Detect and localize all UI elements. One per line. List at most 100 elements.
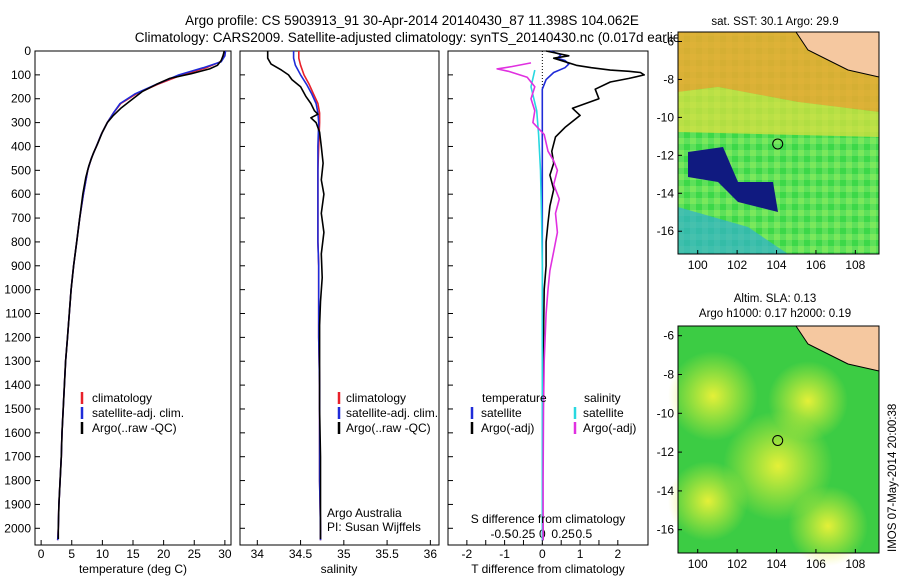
sla-high-region xyxy=(668,351,758,441)
legend-label-temp-satellite: satellite xyxy=(481,406,522,420)
depth-tick-label: 700 xyxy=(11,211,31,225)
salinity-x-label: salinity xyxy=(321,562,358,576)
sla-high-region xyxy=(668,461,748,541)
x-tick-label: 15 xyxy=(126,547,140,561)
x-tick-label: 36 xyxy=(424,547,438,561)
depth-tick-label: 1000 xyxy=(4,283,31,297)
sst-map-title: sat. SST: 30.1 Argo: 29.9 xyxy=(711,16,838,28)
x-tick-label: -2 xyxy=(462,547,473,561)
depth-tick-label: 600 xyxy=(11,187,31,201)
lon-tick-label: 100 xyxy=(688,557,708,571)
lon-tick-label: 104 xyxy=(767,557,787,571)
depth-tick-label: 100 xyxy=(11,68,31,82)
legend-label-sal-argo: Argo(-adj) xyxy=(583,421,636,435)
temperature-axes-frame xyxy=(34,50,232,546)
legend-salinity-title: salinity xyxy=(584,391,621,405)
depth-tick-label: 1900 xyxy=(4,497,31,511)
series-line-argo-raw-qc xyxy=(266,51,325,539)
lat-tick-label: -12 xyxy=(657,445,675,459)
legend-label-satellite-adj: satellite-adj. clim. xyxy=(346,406,438,420)
sla-map-title-line1: Altim. SLA: 0.13 xyxy=(734,293,816,305)
difference-legend: temperature satellite Argo(-adj) salinit… xyxy=(470,391,636,435)
depth-tick-label: 1100 xyxy=(5,307,31,321)
x-tick-label: 1 xyxy=(577,547,584,561)
x-tick-label: 34 xyxy=(251,547,265,561)
legend-label-temp-argo: Argo(-adj) xyxy=(481,421,534,435)
sla-map-panel: Altim. SLA: 0.13 Argo h1000: 0.17 h2000:… xyxy=(657,293,880,571)
depth-tick-label: 1500 xyxy=(4,402,31,416)
depth-tick-label: 400 xyxy=(11,139,31,153)
x-tick-label: 0 xyxy=(38,547,45,561)
sst-map-panel: sat. SST: 30.1 Argo: 29.9 100 102 104 106 10… xyxy=(657,16,880,272)
lat-tick-label: -10 xyxy=(657,110,675,124)
salinity-axes-frame xyxy=(239,50,440,546)
sla-map-frame xyxy=(677,325,880,554)
x-tick-label: 5 xyxy=(68,547,75,561)
series-line-satellite-adj-clim xyxy=(56,50,227,541)
lat-tick-label: -12 xyxy=(657,148,675,162)
temperature-panel: 0 5 10 15 20 25 300100200300400500600700800900… xyxy=(4,44,232,576)
series-line-climatology xyxy=(56,50,226,541)
lat-tick-label: -6 xyxy=(663,34,674,48)
x2-tick-label: -0.25 xyxy=(508,527,536,541)
argo-float-location-marker xyxy=(772,138,784,150)
depth-tick-label: 300 xyxy=(11,116,31,130)
x-tick-label: 25 xyxy=(188,547,202,561)
depth-tick-label: 1300 xyxy=(4,354,31,368)
x2-tick-label: 0.5 xyxy=(576,527,593,541)
temperature-legend: climatology satellite-adj. clim. Argo(..… xyxy=(80,391,184,435)
legend-label-climatology: climatology xyxy=(92,391,152,405)
depth-tick-label: 200 xyxy=(11,92,31,106)
lat-tick-label: -16 xyxy=(657,224,675,238)
figure-title-line1: Argo profile: CS 5903913_91 30-Apr-2014 … xyxy=(185,13,639,28)
figure-title-line2: Climatology: CARS2009. Satellite-adjuste… xyxy=(135,30,690,45)
x-tick-label: 20 xyxy=(157,547,171,561)
x-tick-label: 35 xyxy=(337,547,351,561)
legend-label-climatology: climatology xyxy=(346,391,406,405)
lon-tick-label: 106 xyxy=(806,557,826,571)
depth-tick-label: 1800 xyxy=(4,474,31,488)
lat-tick-label: -8 xyxy=(663,368,674,382)
depth-tick-label: 0 xyxy=(24,44,31,58)
argo-float-location-marker xyxy=(772,434,784,446)
lon-tick-label: 102 xyxy=(727,258,747,272)
sla-high-region xyxy=(788,486,868,566)
salinity-legend: climatology satellite-adj. clim. Argo(..… xyxy=(337,391,438,435)
mid-sst-region xyxy=(678,87,879,137)
missing-data-region xyxy=(688,147,778,212)
imos-timestamp: IMOS 07-May-2014 20:00:38 xyxy=(887,404,899,552)
depth-tick-label: 800 xyxy=(11,235,31,249)
lat-tick-label: -6 xyxy=(663,329,674,343)
legend-temperature-title: temperature xyxy=(482,391,547,405)
salinity-difference-axis-label: S difference from climatology xyxy=(471,512,626,526)
cool-sst-region xyxy=(678,207,788,254)
data-source-annotation: Argo Australia xyxy=(327,506,402,520)
series-line-temperature-satellite xyxy=(541,50,570,541)
lat-tick-label: -8 xyxy=(663,72,674,86)
x-tick-label: 35.5 xyxy=(375,547,399,561)
legend-label-argo: Argo(..raw -QC) xyxy=(92,421,177,435)
x-tick-label: 34.5 xyxy=(289,547,313,561)
depth-tick-label: 900 xyxy=(11,259,31,273)
x-tick-label: 10 xyxy=(96,547,110,561)
lat-tick-label: -16 xyxy=(657,523,675,537)
legend-label-sal-satellite: satellite xyxy=(583,406,624,420)
lon-tick-label: 100 xyxy=(688,258,708,272)
lon-tick-label: 102 xyxy=(727,557,747,571)
depth-tick-label: 1200 xyxy=(4,330,31,344)
x-tick-label: 30 xyxy=(218,547,232,561)
lat-tick-label: -14 xyxy=(657,484,675,498)
sla-map-title-line2: Argo h1000: 0.17 h2000: 0.19 xyxy=(699,308,851,320)
legend-label-argo: Argo(..raw -QC) xyxy=(346,421,431,435)
x2-tick-label: -0.5 xyxy=(490,527,511,541)
depth-tick-label: 1600 xyxy=(4,426,31,440)
depth-tick-label: 1700 xyxy=(4,450,31,464)
lon-tick-label: 106 xyxy=(806,258,826,272)
x2-tick-label: 0.25 xyxy=(551,527,575,541)
lon-tick-label: 104 xyxy=(767,258,787,272)
x-tick-label: 2 xyxy=(614,547,621,561)
lon-tick-label: 108 xyxy=(845,258,865,272)
lat-tick-label: -14 xyxy=(657,186,675,200)
